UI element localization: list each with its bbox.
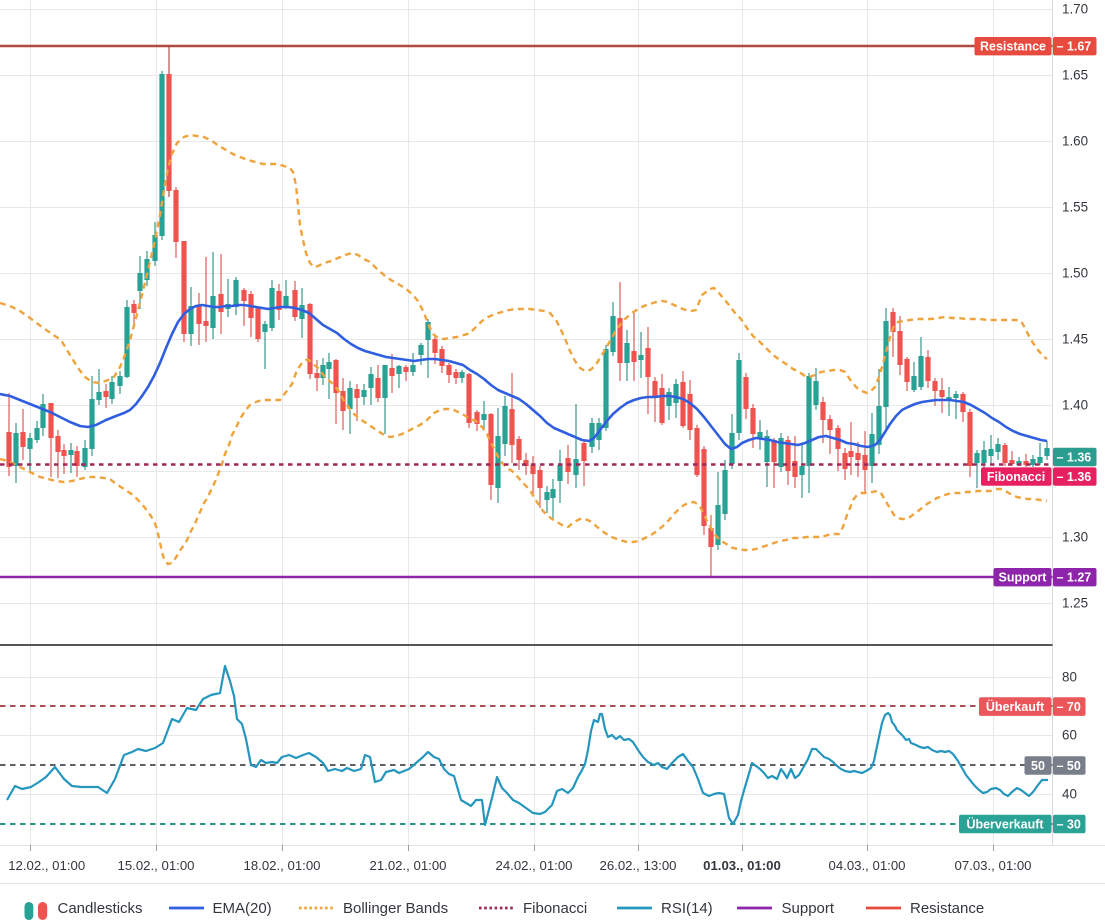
svg-text:15.02., 01:00: 15.02., 01:00 — [118, 858, 195, 873]
svg-text:24.02., 01:00: 24.02., 01:00 — [496, 858, 573, 873]
svg-text:1.50: 1.50 — [1062, 266, 1088, 281]
svg-text:04.03., 01:00: 04.03., 01:00 — [829, 858, 906, 873]
svg-text:50: 50 — [1031, 759, 1045, 773]
svg-text:1.70: 1.70 — [1062, 2, 1088, 17]
svg-text:Support: Support — [782, 900, 835, 917]
svg-text:– 1.67: – 1.67 — [1057, 40, 1092, 54]
svg-text:Fibonacci: Fibonacci — [987, 470, 1045, 484]
svg-text:1.30: 1.30 — [1062, 530, 1088, 545]
svg-text:1.55: 1.55 — [1062, 200, 1088, 215]
svg-text:Candlesticks: Candlesticks — [58, 900, 143, 917]
svg-text:01.03., 01:00: 01.03., 01:00 — [703, 858, 781, 873]
svg-text:Resistance: Resistance — [980, 40, 1046, 54]
svg-text:1.60: 1.60 — [1062, 134, 1088, 149]
svg-text:RSI(14): RSI(14) — [661, 900, 713, 917]
svg-text:Resistance: Resistance — [910, 900, 984, 917]
svg-text:Überkauft: Überkauft — [986, 699, 1045, 714]
svg-text:26.02., 13:00: 26.02., 13:00 — [600, 858, 677, 873]
svg-text:12.02., 01:00: 12.02., 01:00 — [8, 858, 85, 873]
svg-text:Bollinger Bands: Bollinger Bands — [343, 900, 448, 917]
svg-text:1.45: 1.45 — [1062, 332, 1088, 347]
svg-text:– 1.27: – 1.27 — [1057, 571, 1092, 585]
svg-text:Fibonacci: Fibonacci — [523, 900, 587, 917]
svg-text:– 50: – 50 — [1057, 759, 1081, 773]
svg-text:60: 60 — [1062, 728, 1077, 743]
svg-text:EMA(20): EMA(20) — [213, 900, 272, 917]
svg-text:– 1.36: – 1.36 — [1057, 470, 1092, 484]
svg-text:– 70: – 70 — [1057, 700, 1081, 714]
svg-text:80: 80 — [1062, 670, 1077, 685]
svg-text:40: 40 — [1062, 787, 1077, 802]
svg-text:1.65: 1.65 — [1062, 68, 1088, 83]
svg-text:– 1.36: – 1.36 — [1057, 451, 1092, 465]
svg-text:– 30: – 30 — [1057, 818, 1081, 832]
svg-text:Überverkauft: Überverkauft — [966, 817, 1044, 832]
svg-text:1.40: 1.40 — [1062, 398, 1088, 413]
svg-text:1.25: 1.25 — [1062, 596, 1088, 611]
svg-text:21.02., 01:00: 21.02., 01:00 — [370, 858, 447, 873]
svg-text:18.02., 01:00: 18.02., 01:00 — [244, 858, 321, 873]
svg-text:Support: Support — [999, 571, 1048, 585]
svg-text:07.03., 01:00: 07.03., 01:00 — [955, 858, 1032, 873]
